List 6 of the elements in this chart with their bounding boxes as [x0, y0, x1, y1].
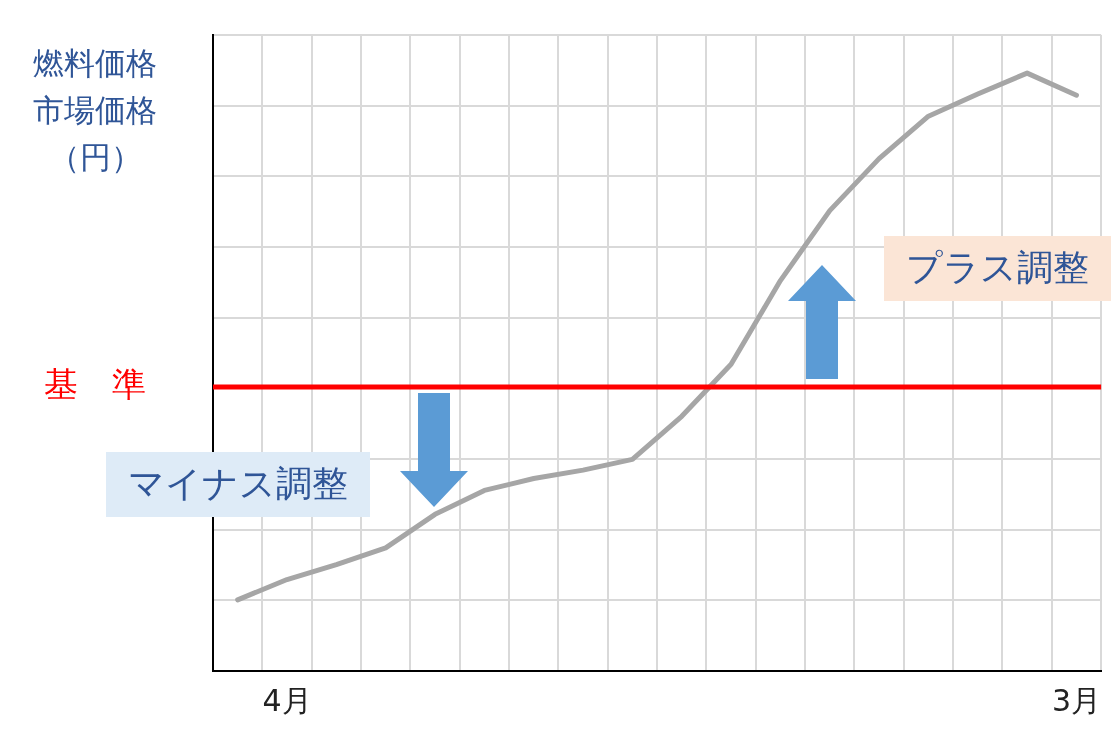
y-axis-title: 燃料価格市場価格（円）	[32, 44, 158, 177]
ref-line-label: 基 準	[44, 363, 146, 404]
x-tick-label: 4月	[262, 682, 312, 718]
annotation: プラス調整	[884, 236, 1111, 301]
x-tick-label: 3月	[1051, 682, 1101, 718]
annotation: マイナス調整	[106, 452, 370, 517]
